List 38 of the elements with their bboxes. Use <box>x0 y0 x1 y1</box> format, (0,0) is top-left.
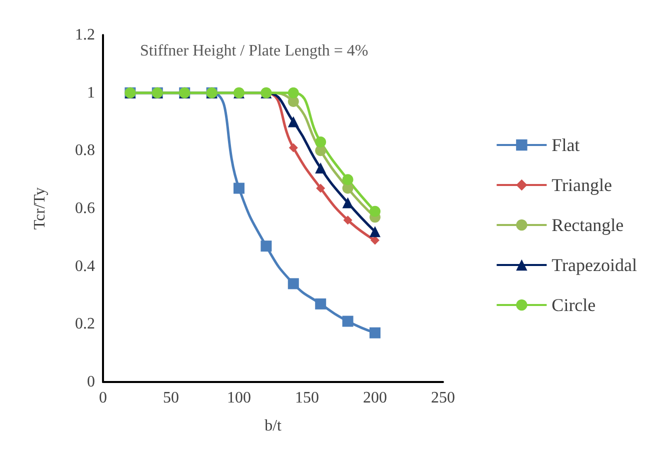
y-tick-label: 1.2 <box>75 26 95 44</box>
point <box>315 136 326 148</box>
point <box>316 184 326 193</box>
x-tick-label: 50 <box>163 390 179 406</box>
y-tick-label: 0.2 <box>75 316 95 333</box>
point <box>260 240 272 252</box>
point <box>288 87 299 98</box>
point <box>288 116 299 128</box>
point <box>370 226 380 238</box>
y-axis-title: Tcr/Ty <box>32 187 48 230</box>
point <box>342 197 354 208</box>
point <box>343 216 352 225</box>
x-tick-label: 100 <box>227 390 251 406</box>
y-tick-label: 0 <box>87 374 95 390</box>
point <box>370 206 380 217</box>
legend-label: Trapezoidal <box>552 255 638 275</box>
x-axis-title: b/t <box>264 418 282 434</box>
point <box>342 316 354 327</box>
legend-label: Flat <box>552 135 580 155</box>
legend-label: Circle <box>552 295 596 315</box>
point <box>288 278 299 290</box>
y-tick-label: 1 <box>87 84 95 102</box>
x-tick-label: 150 <box>295 390 319 406</box>
point <box>315 298 326 310</box>
y-tick-label: 0.4 <box>75 258 95 275</box>
point <box>342 174 354 186</box>
chart-title: Stiffner Height / Plate Length = 4% <box>140 42 368 60</box>
x-tick-label: 250 <box>431 390 455 406</box>
point <box>370 327 380 338</box>
legend-label: Triangle <box>552 175 612 195</box>
legend-label: Rectangle <box>552 215 624 235</box>
point <box>234 182 244 194</box>
point <box>288 143 298 152</box>
point <box>315 162 326 174</box>
x-tick-label: 0 <box>99 390 107 406</box>
x-tick-label: 200 <box>363 390 387 406</box>
y-tick-label: 0.8 <box>75 142 95 160</box>
y-tick-label: 0.6 <box>75 200 95 217</box>
